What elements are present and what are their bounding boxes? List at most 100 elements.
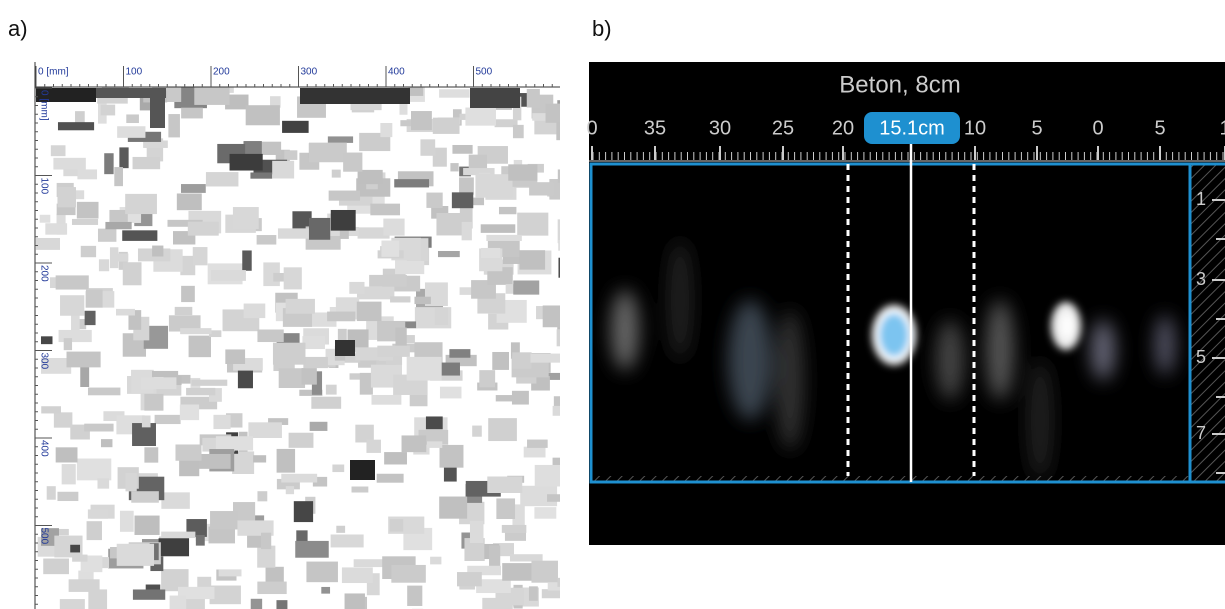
scan-cell	[309, 218, 330, 240]
scan-cell	[87, 521, 102, 540]
scan-cell	[56, 447, 78, 462]
scan-cell	[41, 406, 61, 413]
scan-cell	[481, 224, 516, 233]
scan-cell	[45, 223, 67, 234]
scan-cell	[193, 247, 208, 265]
scan-cell	[133, 157, 161, 169]
scan-cell	[470, 88, 520, 108]
scan-cell	[370, 204, 400, 216]
scan-cell	[210, 511, 238, 529]
x-tick-label: 35	[644, 117, 666, 139]
scan-cell	[278, 228, 311, 238]
scan-cell	[40, 215, 51, 223]
scan-cell	[59, 330, 92, 342]
scan-cell	[232, 451, 254, 474]
scan-cell	[383, 219, 404, 236]
scan-cell	[527, 440, 548, 448]
scan-cell	[244, 304, 266, 319]
scan-cell	[349, 282, 364, 294]
radar-title: Beton, 8cm	[839, 71, 960, 98]
scan-cell	[381, 240, 399, 256]
scan-cell	[161, 492, 189, 508]
scan-cell	[88, 509, 108, 518]
scan-cell	[557, 100, 587, 116]
scan-cell	[411, 111, 432, 130]
scan-cell	[72, 219, 98, 225]
scan-cell	[257, 491, 267, 501]
scan-cell	[84, 424, 113, 432]
scan-cell	[60, 599, 85, 609]
scan-cell	[272, 161, 294, 179]
scan-cell	[85, 311, 96, 325]
scan-cell	[159, 538, 189, 556]
scan-cell	[328, 136, 353, 142]
reflection	[936, 320, 964, 400]
scan-cell	[284, 150, 297, 160]
scan-cell	[53, 158, 85, 170]
scan-cell	[350, 460, 375, 480]
scan-cell	[181, 108, 203, 119]
scan-cell	[335, 340, 355, 356]
scan-cell	[489, 545, 500, 565]
depth-label: 7	[1196, 423, 1206, 443]
scan-cell	[327, 312, 355, 322]
scan-cell	[123, 262, 142, 285]
scan-cell	[80, 365, 89, 387]
scan-cell	[517, 213, 548, 236]
scan-cell	[439, 497, 467, 519]
scan-cell	[510, 554, 543, 561]
scan-cell	[99, 259, 109, 271]
scan-cell	[343, 153, 362, 172]
scan-cell	[384, 452, 407, 464]
scan-cell	[369, 275, 407, 287]
scan-cell	[469, 155, 487, 170]
figure: a) b) 0 [mm]1002003004005000 [mm]1002003…	[0, 0, 1225, 609]
x-tick-label: 30	[709, 117, 731, 139]
scan-cell	[457, 572, 482, 586]
scan-cell	[131, 491, 159, 503]
scan-cell	[36, 238, 60, 250]
scan-cell	[117, 544, 154, 566]
scan-cell	[211, 270, 246, 281]
scan-cell	[122, 230, 157, 241]
scan-cell	[261, 533, 271, 549]
scan-cell	[440, 387, 462, 399]
scan-cell	[470, 521, 484, 543]
x-tick-label: 0	[1092, 117, 1103, 139]
scan-cell	[216, 436, 253, 450]
scan-cell	[426, 416, 443, 429]
scan-cell	[407, 357, 442, 381]
scan-cell	[512, 352, 531, 368]
scan-cell	[101, 439, 112, 447]
scan-cell	[248, 422, 282, 438]
scan-cell	[219, 569, 242, 576]
scan-cell	[43, 559, 69, 575]
scan-cell	[534, 507, 556, 519]
x-tick-label: 10	[964, 117, 986, 139]
scan-cell	[238, 368, 253, 388]
scan-cell	[479, 370, 495, 387]
reflection	[1091, 320, 1115, 380]
scan-cell	[120, 511, 134, 532]
scan-cell	[527, 89, 540, 108]
scan-cell	[168, 114, 180, 137]
scan-cell	[439, 89, 470, 97]
scan-cell	[420, 139, 435, 155]
scan-cell	[81, 246, 96, 257]
reflection	[728, 300, 772, 420]
scan-cell	[250, 172, 272, 178]
reflection	[1028, 360, 1052, 480]
scan-cell	[257, 330, 283, 343]
figure-svg: a) b) 0 [mm]1002003004005000 [mm]1002003…	[0, 0, 1225, 609]
scan-cell	[104, 153, 113, 174]
scan-cell	[371, 395, 401, 405]
scan-cell	[543, 305, 579, 327]
scan-cell	[144, 447, 158, 462]
scan-cell	[377, 346, 410, 357]
y-tick-label: 200	[38, 265, 49, 282]
scan-cell	[253, 455, 266, 462]
scan-cell	[54, 412, 73, 427]
scan-cell	[279, 368, 305, 388]
scan-cell	[513, 125, 524, 138]
x-tick-label: 20	[832, 117, 854, 139]
